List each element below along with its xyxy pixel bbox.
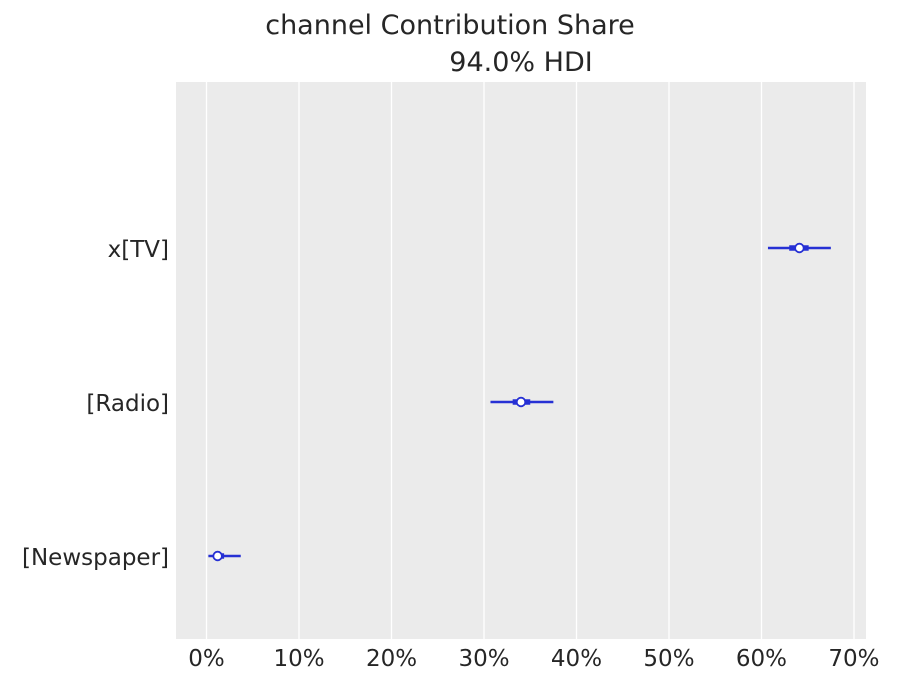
x-tick-label: 60% [736,646,787,672]
x-tick-label: 0% [188,646,225,672]
x-tick-label: 50% [643,646,694,672]
x-tick-label: 30% [458,646,509,672]
x-tick-label: 20% [366,646,417,672]
category-label: [Newspaper] [22,545,169,571]
plot-area [176,82,866,639]
x-axis-ticks: 0% 10% 20% 30% 40% 50% 60% 70% [188,646,879,672]
category-label: [Radio] [86,391,169,417]
chart-title: channel Contribution Share [265,10,635,41]
chart-subtitle: 94.0% HDI [449,47,592,78]
category-label: x[TV] [108,237,169,263]
median-point [515,396,527,408]
x-tick-label: 10% [273,646,324,672]
median-point [212,550,223,562]
category-labels: x[TV] [Radio] [Newspaper] [22,237,169,571]
x-tick-label: 70% [828,646,879,672]
grid-lines [205,82,855,639]
x-tick-label: 40% [551,646,602,672]
median-point [794,242,805,254]
interval-marks [208,242,831,562]
